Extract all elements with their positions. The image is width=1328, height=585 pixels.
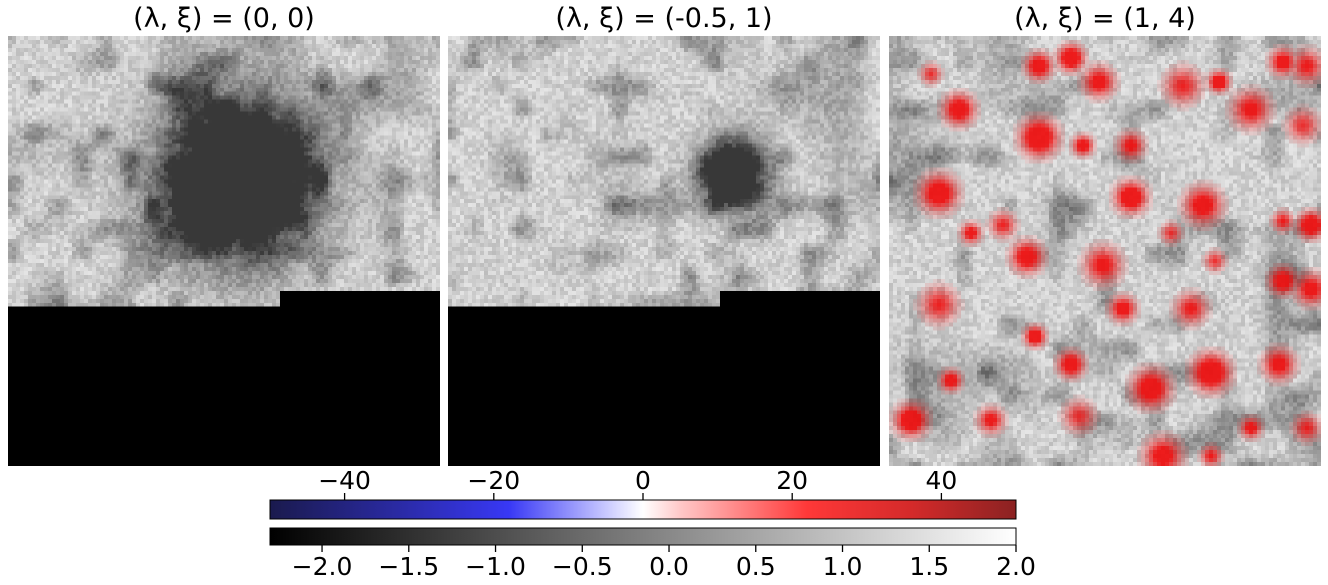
grayscale-tick-label: 0.5: [736, 552, 776, 581]
panel-1-title-eq: =: [202, 3, 243, 34]
grayscale-tick-label: 1.5: [909, 552, 949, 581]
panel-1-title-params: (λ, ξ): [133, 3, 203, 34]
panel-1-title: (λ, ξ) = (0, 0): [8, 2, 440, 36]
diverging-tick-label: −20: [467, 466, 520, 495]
grayscale-tick-label: 2.0: [996, 552, 1036, 581]
grayscale-tick-label: 0.0: [649, 552, 689, 581]
diverging-colorbar-ticks: −40 −20 0 20 40: [318, 466, 957, 500]
diverging-tick-label: 0: [635, 466, 651, 495]
heatmap-panel-3: [889, 36, 1321, 466]
panel-3-title-values: (1, 4): [1123, 3, 1196, 34]
grayscale-tick-label: 1.0: [823, 552, 863, 581]
heatmap-panel-2: [448, 36, 880, 466]
panel-2-title-eq: =: [624, 3, 665, 34]
heatmap-panel-3-image: [889, 36, 1321, 466]
grayscale-tick-label: −1.5: [378, 552, 439, 581]
panel-2-title-params: (λ, ξ): [555, 3, 625, 34]
heatmap-panel-1-image: [8, 36, 440, 466]
grayscale-tick-label: −2.0: [292, 552, 353, 581]
grayscale-colorbar: [269, 527, 1017, 546]
panel-3-title-eq: =: [1083, 3, 1124, 34]
diverging-colorbar: [269, 499, 1017, 520]
panel-2-title-values: (-0.5, 1): [664, 3, 773, 34]
panel-3-title-params: (λ, ξ): [1014, 3, 1084, 34]
panel-1-title-values: (0, 0): [242, 3, 315, 34]
panel-3-title: (λ, ξ) = (1, 4): [889, 2, 1321, 36]
heatmap-panel-2-image: [448, 36, 880, 466]
diverging-tick-label: −40: [318, 466, 371, 495]
grayscale-tick-label: −0.5: [552, 552, 613, 581]
grayscale-tick-label: −1.0: [465, 552, 526, 581]
grayscale-colorbar-ticks: −2.0 −1.5 −1.0 −0.5 0.0 0.5 1.0 1.5 2.0: [292, 545, 1036, 581]
diverging-tick-label: 20: [776, 466, 808, 495]
panel-2-title: (λ, ξ) = (-0.5, 1): [448, 2, 880, 36]
heatmap-panel-1: [8, 36, 440, 466]
diverging-tick-label: 40: [925, 466, 957, 495]
